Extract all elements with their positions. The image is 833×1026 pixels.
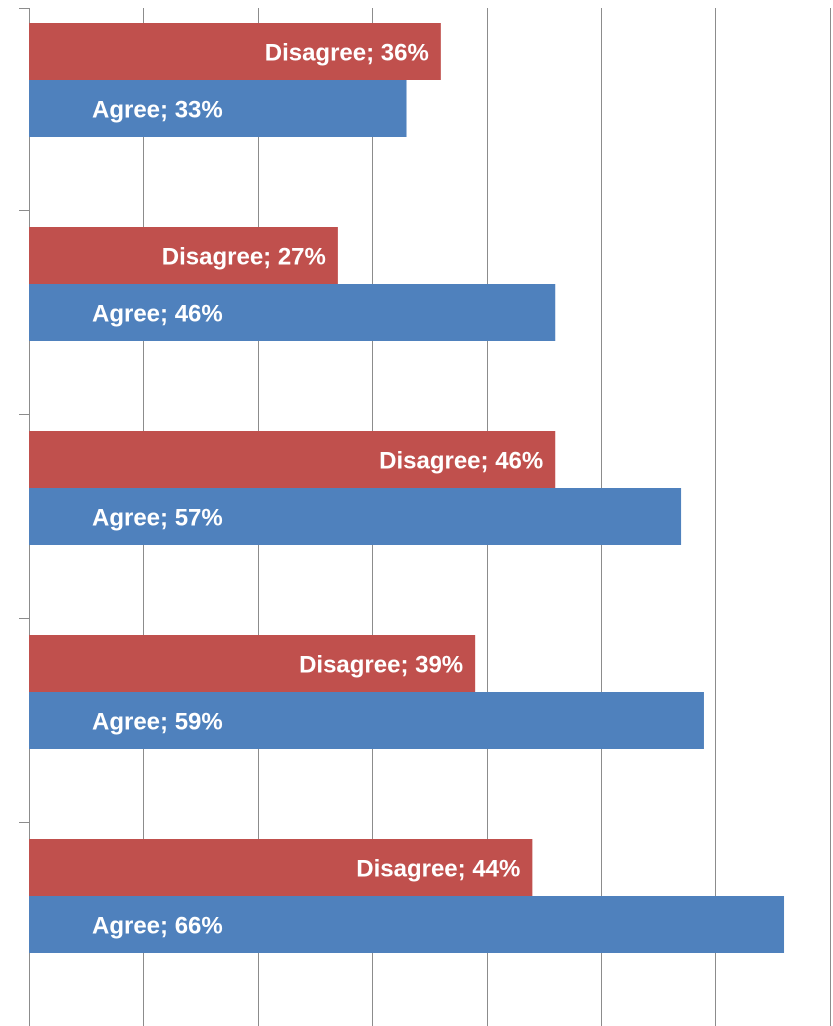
disagree-data-label: Disagree; 46% (379, 448, 543, 475)
disagree-bar (29, 635, 476, 692)
agree-bar (29, 488, 682, 545)
disagree-data-label: Disagree; 44% (356, 856, 520, 883)
agree-data-label: Agree; 57% (92, 505, 223, 532)
disagree-bar (29, 431, 556, 488)
agree-data-label: Agree; 33% (92, 97, 223, 124)
disagree-data-label: Disagree; 39% (299, 652, 463, 679)
agree-bar (29, 80, 407, 137)
disagree-data-label: Disagree; 36% (265, 40, 429, 67)
agree-bar (29, 284, 556, 341)
disagree-bar (29, 839, 533, 896)
data-labels: Agree; 66% Disagree; 44% Agree; 59% Disagre… (92, 40, 543, 940)
agree-data-label: Agree; 66% (92, 913, 223, 940)
disagree-bar (29, 227, 338, 284)
agree-data-label: Agree; 59% (92, 709, 223, 736)
disagree-data-label: Disagree; 27% (162, 244, 326, 271)
agree-bar (29, 896, 785, 953)
bar-series (29, 23, 785, 953)
agree-bar (29, 692, 704, 749)
disagree-bar (29, 23, 441, 80)
category-axis (19, 8, 30, 1026)
agree-data-label: Agree; 46% (92, 301, 223, 328)
